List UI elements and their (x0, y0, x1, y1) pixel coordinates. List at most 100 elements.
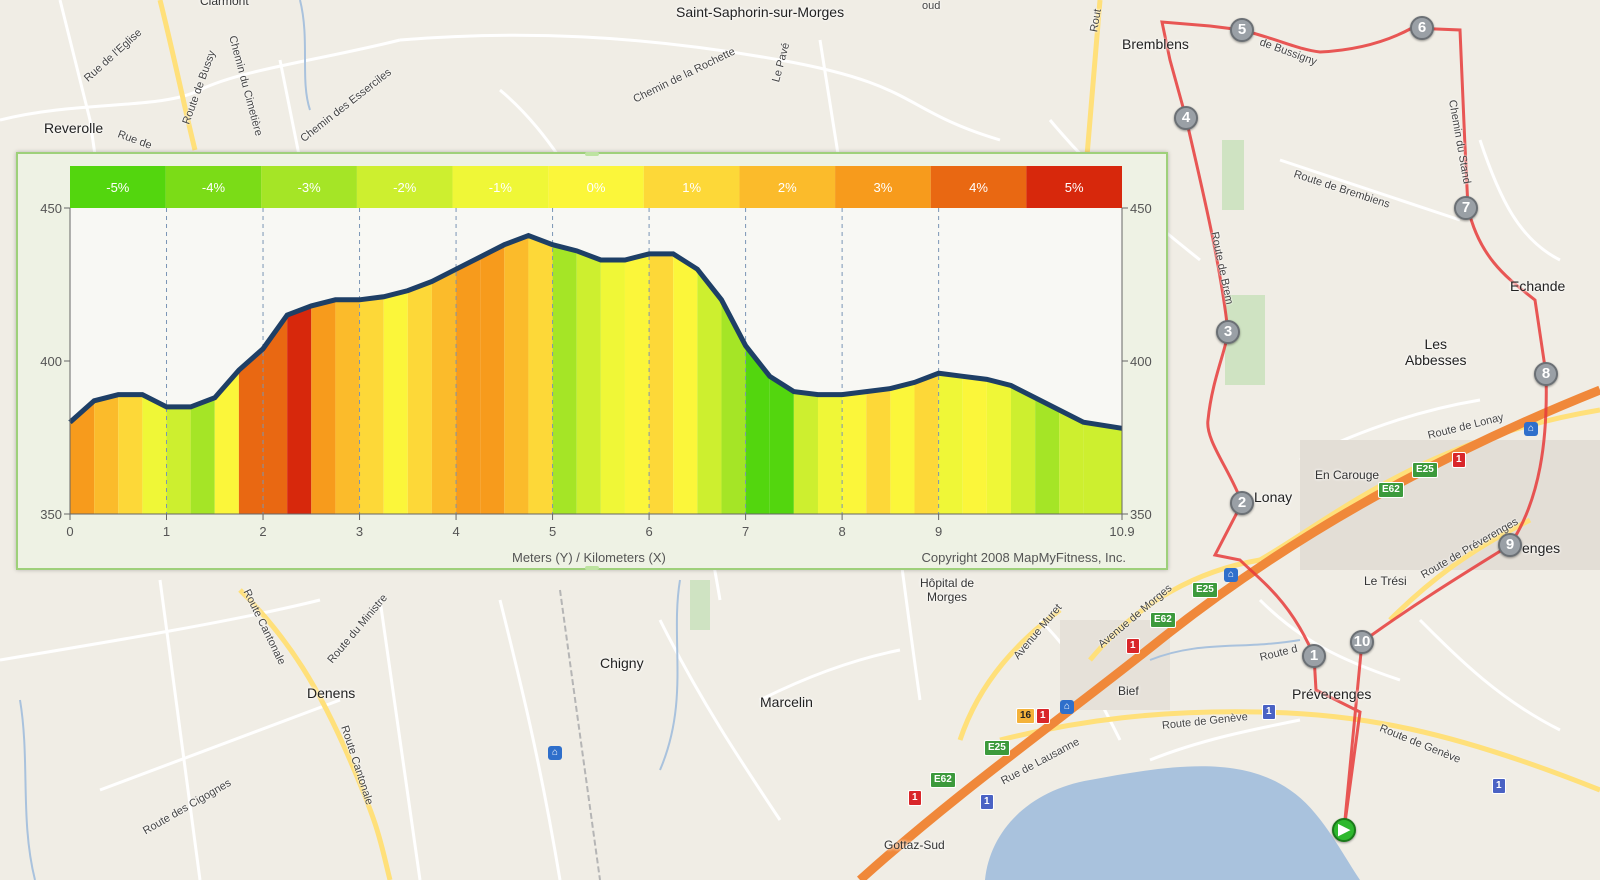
place-chigny: Chigny (600, 655, 644, 671)
legend-label: -1% (489, 180, 513, 195)
legend-swatch (739, 166, 836, 208)
y-tick-label: 400 (1130, 354, 1152, 369)
x-tick-label: 4 (452, 524, 459, 539)
highway-shield: 1 (908, 790, 922, 806)
place-saint-saphorin: Saint-Saphorin-sur-Morges (676, 4, 845, 20)
highway-shield: E62 (1378, 482, 1404, 498)
place-hopital: Hôpital de Morges (920, 576, 975, 604)
legend-swatch (835, 166, 931, 208)
x-tick-label: 5 (549, 524, 556, 539)
legend-label: 2% (778, 180, 797, 195)
x-tick-label: 9 (935, 524, 942, 539)
route-line (1160, 20, 1548, 831)
highway-shield: 1 (1262, 704, 1276, 720)
axis-ticks: 0 1 2 3 4 5 6 7 8 9 10.9 350 350 400 400 450 450 (40, 201, 1151, 539)
y-tick-label: 450 (40, 201, 62, 216)
panel-resize-handle[interactable] (585, 152, 599, 156)
route-start-icon[interactable]: ▶ (1332, 818, 1356, 842)
place-en-carouge: En Carouge (1315, 468, 1380, 482)
grade-segment (287, 305, 312, 514)
x-tick-label: 10.9 (1109, 524, 1134, 539)
grade-segment (142, 394, 167, 514)
grade-segment (238, 348, 264, 514)
grade-segment (70, 400, 95, 514)
grade-legend: -5% -4% -3% -2% -1% 0% 1% 2% 3% 4% 5% (70, 166, 1122, 208)
x-tick-label: 0 (66, 524, 73, 539)
grade-segment (697, 269, 722, 514)
legend-label: 0% (587, 180, 606, 195)
highway-shield: E62 (1150, 612, 1176, 628)
route-marker-5[interactable]: 5 (1230, 18, 1254, 42)
place-bremblens: Bremblens (1122, 36, 1189, 52)
route-marker-6[interactable]: 6 (1410, 16, 1434, 40)
legend-swatch (930, 166, 1027, 208)
route-marker-1[interactable]: 1 (1302, 644, 1326, 668)
highway-shield: 1 (1126, 638, 1140, 654)
legend-swatch (356, 166, 453, 208)
copyright-text: Copyright 2008 MapMyFitness, Inc. (921, 550, 1126, 565)
train-station-icon[interactable]: ⌂ (1224, 568, 1238, 582)
place-le-tresi: Le Trési (1364, 574, 1407, 588)
place-les-abbesses: Les Abbesses (1405, 336, 1467, 368)
elevation-panel: -5% -4% -3% -2% -1% 0% 1% 2% 3% 4% 5% 0 1 2 3 4 5 6 7 8 9 10… (16, 152, 1168, 570)
place-denens: Denens (307, 685, 356, 701)
legend-label: -4% (202, 180, 226, 195)
train-station-icon[interactable]: ⌂ (1524, 422, 1538, 436)
route-marker-2[interactable]: 2 (1230, 491, 1254, 515)
grade-segment (214, 370, 239, 514)
grade-segment (745, 345, 770, 514)
grade-segment (1083, 422, 1122, 514)
route-marker-8[interactable]: 8 (1534, 362, 1558, 386)
train-station-icon[interactable]: ⌂ (548, 746, 562, 760)
route-marker-7[interactable]: 7 (1454, 196, 1478, 220)
grade-segment (190, 397, 215, 514)
legend-label: -2% (393, 180, 417, 195)
grade-segment (793, 391, 818, 514)
grade-segment (890, 382, 915, 514)
highway-shield: E25 (1412, 462, 1438, 478)
highway-shield: 16 (1016, 708, 1036, 724)
route-marker-9[interactable]: 9 (1498, 533, 1522, 557)
grade-segment (914, 373, 939, 514)
grade-segment (842, 391, 867, 514)
legend-label: 3% (874, 180, 893, 195)
elevation-chart: -5% -4% -3% -2% -1% 0% 1% 2% 3% 4% 5% 0 1 2 3 4 5 6 7 8 9 10… (40, 166, 1152, 539)
place-lonay: Lonay (1254, 489, 1293, 505)
train-station-icon[interactable]: ⌂ (1060, 700, 1074, 714)
highway-shield: 1 (1492, 778, 1506, 794)
grade-segment (431, 269, 457, 514)
x-tick-label: 2 (259, 524, 266, 539)
x-tick-label: 8 (838, 524, 845, 539)
legend-swatch (548, 166, 644, 208)
grade-segment (552, 244, 577, 514)
grade-segment (1035, 397, 1060, 514)
route-marker-3[interactable]: 3 (1216, 320, 1240, 344)
highway-shield: 1 (980, 794, 994, 810)
y-tick-label: 350 (40, 507, 62, 522)
road-label: oud (922, 0, 941, 12)
grade-segment (504, 235, 529, 514)
grid-lines (166, 208, 940, 514)
grade-segment (649, 253, 674, 514)
grade-segment (407, 281, 432, 514)
highway-shield: E25 (1192, 582, 1218, 598)
grade-bars (70, 235, 1122, 514)
legend-swatch (70, 166, 166, 208)
x-axis-label: Meters (Y) / Kilometers (X) (512, 550, 666, 565)
legend-swatch (1026, 166, 1122, 208)
grade-segment (986, 379, 1012, 514)
grade-segment (166, 406, 191, 514)
legend-label: 5% (1065, 180, 1084, 195)
grade-segment (359, 296, 384, 514)
grade-segment (1011, 385, 1036, 514)
grade-segment (335, 299, 360, 514)
route-marker-10[interactable]: 10 (1350, 630, 1374, 654)
place-clarmont: Clarmont (200, 0, 249, 8)
panel-resize-handle[interactable] (585, 566, 599, 570)
legend-swatch (165, 166, 262, 208)
place-bief: Bief (1118, 684, 1139, 698)
grade-segment (528, 235, 553, 514)
legend-swatch (261, 166, 357, 208)
route-marker-4[interactable]: 4 (1174, 106, 1198, 130)
